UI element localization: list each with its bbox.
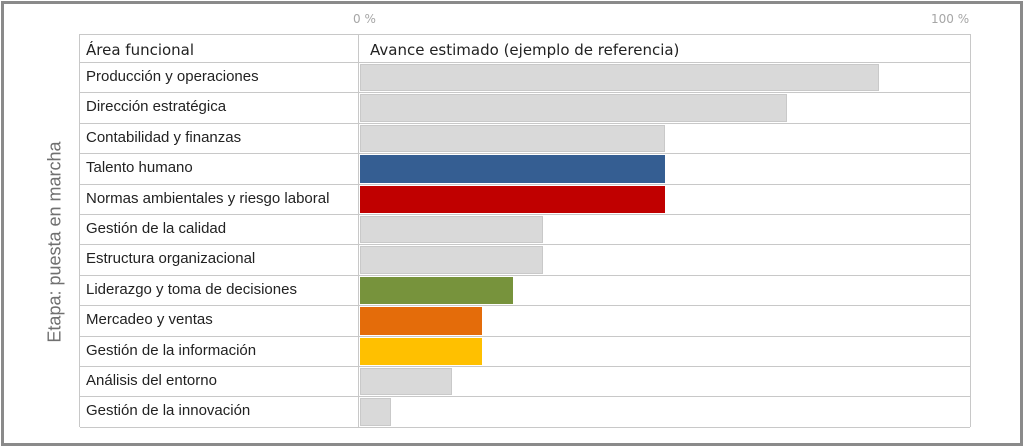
row-divider bbox=[80, 366, 970, 367]
bar bbox=[360, 216, 543, 244]
chart-table: Área funcional Avance estimado (ejemplo … bbox=[79, 34, 971, 428]
category-label: Normas ambientales y riesgo laboral bbox=[86, 189, 330, 207]
category-label: Gestión de la información bbox=[86, 341, 257, 359]
bar bbox=[360, 368, 452, 396]
bar bbox=[360, 124, 665, 153]
row-divider bbox=[80, 183, 970, 185]
row-divider bbox=[80, 62, 970, 63]
header-value: Avance estimado (ejemplo de referencia) bbox=[370, 41, 680, 59]
header-category: Área funcional bbox=[86, 41, 195, 59]
category-label: Contabilidad y finanzas bbox=[86, 128, 242, 146]
bar bbox=[360, 64, 879, 92]
bar bbox=[360, 337, 482, 365]
bar bbox=[360, 94, 787, 122]
bar bbox=[360, 307, 482, 335]
bar bbox=[360, 276, 513, 305]
row-divider bbox=[80, 153, 970, 155]
category-label: Estructura organizacional bbox=[86, 250, 256, 268]
category-label: Producción y operaciones bbox=[86, 68, 259, 85]
category-label: Gestión de la calidad bbox=[86, 220, 227, 237]
row-divider bbox=[80, 122, 970, 124]
category-label: Mercadeo y ventas bbox=[86, 311, 213, 329]
row-divider bbox=[80, 335, 970, 337]
column-divider bbox=[358, 35, 359, 427]
category-label: Gestión de la innovación bbox=[86, 402, 251, 420]
row-divider bbox=[80, 92, 970, 94]
bar bbox=[360, 246, 543, 274]
category-label: Liderazgo y toma de decisiones bbox=[86, 280, 297, 298]
row-divider bbox=[80, 214, 970, 215]
row-divider bbox=[80, 244, 970, 246]
stage-label: Etapa: puesta en marcha bbox=[44, 141, 65, 343]
axis-max-label: 100 % bbox=[931, 12, 970, 26]
row-divider bbox=[80, 396, 970, 398]
row-divider bbox=[80, 274, 970, 276]
category-label: Talento humano bbox=[86, 159, 193, 177]
row-divider bbox=[80, 305, 970, 307]
bar bbox=[360, 185, 665, 213]
row-divider bbox=[80, 426, 970, 428]
category-label: Dirección estratégica bbox=[86, 98, 227, 116]
category-label: Análisis del entorno bbox=[86, 372, 217, 389]
bar bbox=[360, 398, 391, 426]
bar bbox=[360, 155, 665, 183]
axis-min-label: 0 % bbox=[353, 12, 376, 26]
